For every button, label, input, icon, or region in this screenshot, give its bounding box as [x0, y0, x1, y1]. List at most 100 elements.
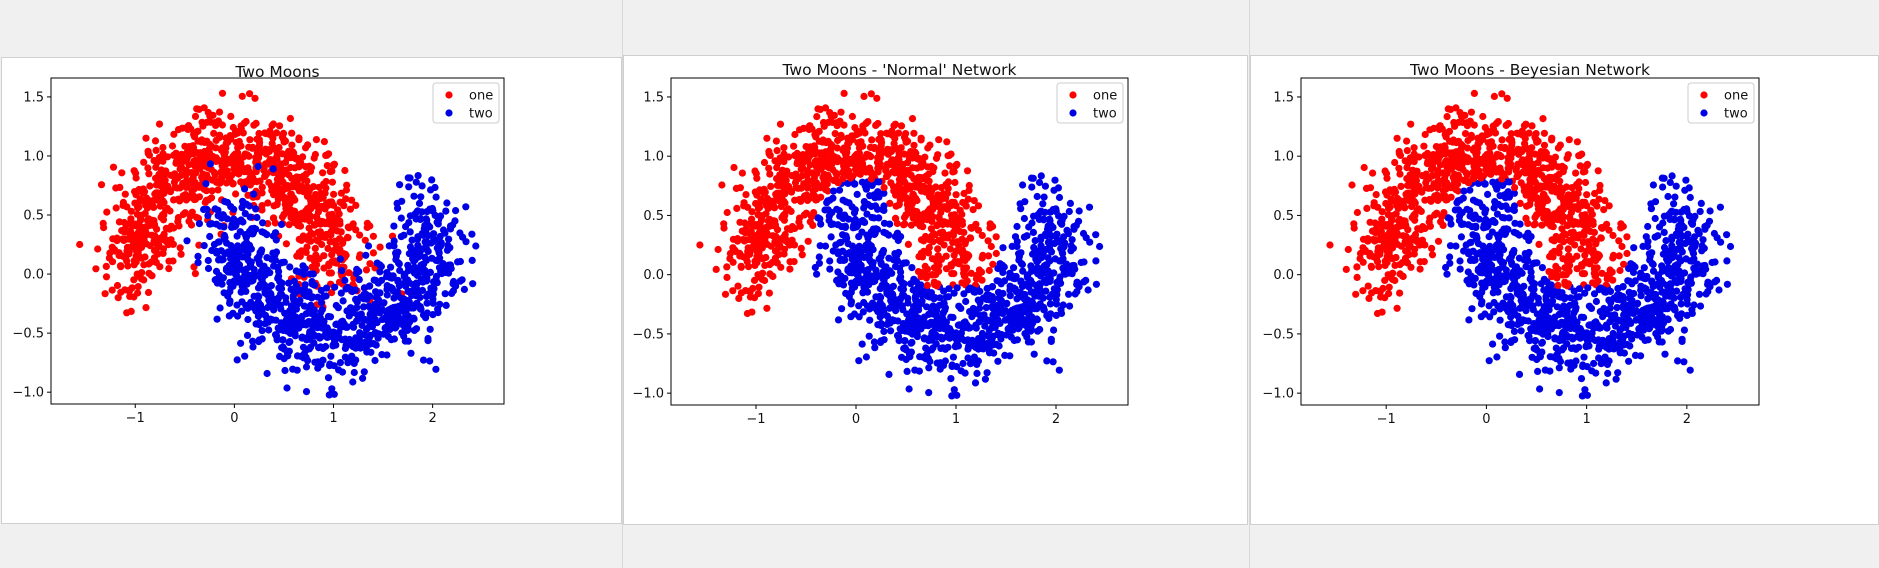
point-two: [859, 289, 867, 297]
point-two: [448, 289, 456, 297]
point-one: [769, 272, 777, 281]
point-one: [821, 104, 830, 112]
point-one: [950, 251, 958, 259]
point-one: [1367, 263, 1376, 271]
point-one: [907, 171, 915, 179]
point-one: [929, 213, 937, 221]
point-one: [320, 264, 328, 272]
point-two: [241, 185, 249, 193]
point-one: [932, 183, 940, 191]
point-one: [152, 146, 160, 154]
point-two: [1019, 267, 1027, 275]
point-one: [212, 121, 220, 129]
point-two: [279, 343, 287, 351]
point-one: [246, 90, 254, 98]
point-one: [750, 276, 759, 284]
point-one: [1344, 245, 1352, 254]
point-two: [396, 266, 404, 275]
point-two: [1052, 288, 1060, 296]
point-one: [330, 190, 338, 198]
scatter-points: [696, 89, 1104, 400]
point-one: [127, 207, 135, 215]
point-one: [322, 151, 330, 159]
point-two: [826, 257, 834, 265]
point-one: [268, 187, 276, 195]
point-two: [1007, 318, 1015, 326]
point-one: [225, 174, 233, 182]
point-two: [1006, 326, 1014, 334]
point-two: [227, 251, 235, 259]
point-one: [1517, 179, 1525, 187]
point-one: [159, 143, 167, 152]
point-one: [352, 226, 360, 234]
point-two: [922, 290, 930, 299]
point-one: [890, 187, 898, 195]
point-two: [899, 320, 907, 328]
point-one: [1410, 144, 1418, 152]
point-two: [954, 321, 962, 329]
point-one: [305, 187, 313, 196]
point-two: [285, 347, 293, 355]
y-tick-label: 1.0: [643, 150, 664, 165]
point-one: [258, 202, 266, 210]
point-two: [947, 375, 955, 383]
point-two: [943, 333, 951, 341]
point-one: [1588, 210, 1596, 218]
y-tick-label: −1.0: [632, 387, 664, 402]
point-one: [791, 196, 799, 204]
point-one: [943, 138, 951, 146]
point-one: [1616, 266, 1624, 275]
point-one: [958, 235, 966, 243]
point-two: [244, 304, 252, 312]
point-one: [1559, 213, 1568, 221]
point-two: [338, 267, 346, 275]
point-one: [216, 131, 224, 139]
point-one: [1477, 134, 1485, 142]
point-two: [887, 327, 895, 335]
point-two: [991, 323, 999, 331]
point-two: [836, 256, 844, 264]
point-one: [203, 138, 211, 146]
point-two: [422, 243, 430, 251]
point-two: [370, 276, 378, 284]
x-tick-label: 1: [952, 412, 960, 427]
point-two: [421, 253, 429, 261]
point-one: [1615, 237, 1623, 245]
point-two: [912, 326, 920, 334]
point-two: [932, 340, 940, 348]
point-two: [1019, 181, 1027, 189]
point-two: [815, 259, 823, 267]
point-one: [904, 137, 912, 145]
point-one: [188, 208, 196, 216]
point-one: [1600, 206, 1608, 214]
point-one: [804, 182, 812, 190]
point-two: [300, 290, 308, 298]
point-two: [834, 221, 842, 229]
point-one: [1540, 190, 1548, 199]
point-one: [1575, 152, 1583, 160]
point-one: [743, 258, 751, 266]
point-one: [1519, 131, 1527, 139]
point-two: [890, 317, 898, 325]
point-one: [741, 287, 750, 295]
point-one: [114, 294, 122, 302]
point-two: [1040, 193, 1048, 201]
point-one: [1520, 122, 1529, 130]
point-one: [170, 224, 178, 232]
point-two: [975, 304, 984, 312]
point-one: [895, 129, 903, 137]
point-two: [277, 319, 285, 327]
point-one: [343, 181, 351, 189]
point-one: [761, 261, 769, 269]
point-two: [265, 326, 273, 334]
point-two: [277, 220, 286, 228]
point-two: [386, 272, 394, 280]
point-two: [341, 344, 349, 352]
point-two: [1020, 233, 1028, 241]
point-two: [304, 357, 312, 365]
point-two: [868, 213, 876, 222]
point-two: [1017, 260, 1026, 268]
point-one: [160, 211, 168, 219]
point-two: [985, 326, 993, 334]
